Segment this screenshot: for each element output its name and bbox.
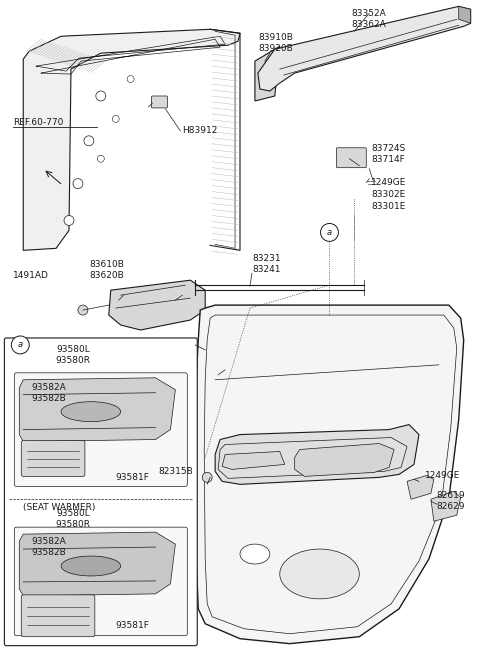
Circle shape [96, 91, 106, 101]
Circle shape [97, 155, 104, 163]
Circle shape [202, 472, 212, 482]
Ellipse shape [61, 556, 120, 576]
Circle shape [73, 178, 83, 189]
FancyBboxPatch shape [152, 96, 168, 108]
Text: 83910B
83920B: 83910B 83920B [258, 33, 293, 53]
Ellipse shape [240, 544, 270, 564]
Text: 83724S
83714F: 83724S 83714F [371, 143, 406, 164]
FancyBboxPatch shape [4, 338, 197, 645]
Text: 82315B: 82315B [158, 467, 193, 476]
Text: 1491AD: 1491AD [13, 270, 49, 280]
Text: 93580L
93580R: 93580L 93580R [56, 345, 90, 365]
FancyBboxPatch shape [21, 595, 95, 637]
Polygon shape [258, 7, 471, 91]
Circle shape [112, 115, 119, 122]
Text: 82619
82629: 82619 82629 [437, 492, 466, 511]
Text: 1249GE: 1249GE [371, 178, 407, 187]
Text: H83912: H83912 [182, 126, 218, 136]
Polygon shape [431, 492, 461, 521]
Circle shape [64, 215, 74, 226]
FancyBboxPatch shape [21, 440, 85, 476]
Polygon shape [109, 280, 205, 330]
Polygon shape [407, 475, 434, 499]
Circle shape [84, 136, 94, 146]
Text: 1249GE: 1249GE [425, 471, 460, 480]
Text: 83231
83241: 83231 83241 [252, 254, 280, 274]
FancyBboxPatch shape [14, 527, 187, 636]
Text: 93580L
93580R: 93580L 93580R [56, 509, 90, 529]
Polygon shape [195, 305, 464, 644]
Text: 83610B
83620B: 83610B 83620B [89, 260, 124, 280]
Polygon shape [459, 7, 471, 23]
Text: 93581F: 93581F [116, 473, 150, 482]
Text: REF.60-770: REF.60-770 [13, 118, 64, 128]
Polygon shape [23, 29, 240, 250]
Circle shape [78, 305, 88, 315]
Polygon shape [19, 532, 175, 596]
Text: a: a [18, 340, 23, 349]
Polygon shape [255, 46, 280, 101]
Ellipse shape [61, 401, 120, 422]
Polygon shape [295, 443, 394, 476]
Text: 93582A
93582B: 93582A 93582B [31, 537, 66, 557]
Text: a: a [327, 228, 332, 237]
FancyBboxPatch shape [14, 373, 187, 486]
Circle shape [12, 336, 29, 354]
Polygon shape [215, 424, 419, 484]
Text: (SEAT WARMER): (SEAT WARMER) [23, 503, 96, 512]
Text: 93582A
93582B: 93582A 93582B [31, 383, 66, 403]
Ellipse shape [280, 549, 360, 599]
Text: 83302E
83301E: 83302E 83301E [371, 191, 406, 211]
Circle shape [321, 224, 338, 241]
Polygon shape [19, 378, 175, 442]
Polygon shape [222, 451, 285, 469]
Circle shape [127, 76, 134, 82]
FancyBboxPatch shape [336, 148, 366, 168]
Text: 83352A
83362A: 83352A 83362A [351, 9, 386, 30]
Text: 93581F: 93581F [116, 621, 150, 630]
